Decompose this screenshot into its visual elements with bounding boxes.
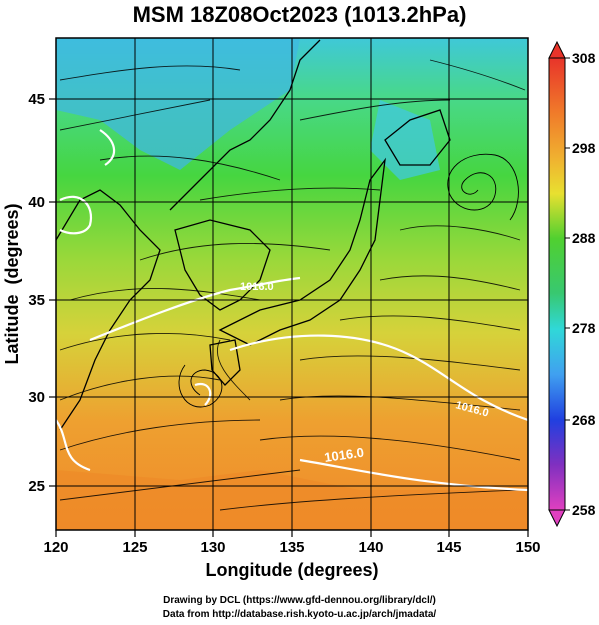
lon-tick-120: 120 <box>43 539 68 556</box>
axis-ticks <box>49 98 529 537</box>
lat-tick-30: 30 <box>28 389 45 406</box>
korea-peninsula <box>174 219 271 311</box>
lat-tick-40: 40 <box>28 194 45 211</box>
colorbar-tick-268: 268 <box>572 412 596 428</box>
lat-tick-35: 35 <box>28 292 45 309</box>
x-axis-label: Longitude (degrees) <box>205 560 378 580</box>
lat-tick-45: 45 <box>28 91 45 108</box>
lon-tick-130: 130 <box>200 539 225 556</box>
coastlines <box>56 39 451 431</box>
anticyclone-swirl <box>178 364 223 408</box>
colorbar-min-arrow <box>548 509 566 528</box>
china-coast <box>56 189 161 431</box>
korea-russia-coast <box>169 39 321 211</box>
colorbar-tick-258: 258 <box>572 502 596 518</box>
honshu <box>218 157 386 346</box>
plot-area: 1016.0 1016.0 1016.0 <box>56 38 528 530</box>
colorbar: 308 298 288 278 268 258 <box>548 40 596 528</box>
lon-tick-140: 140 <box>358 539 383 556</box>
credit-data: Data from http://database.rish.kyoto-u.a… <box>162 609 437 620</box>
colorbar-scale <box>548 57 566 511</box>
lat-tick-25: 25 <box>28 478 45 495</box>
kyushu <box>209 339 241 386</box>
colorbar-tick-298: 298 <box>572 140 596 156</box>
isobar-1016 <box>56 129 528 492</box>
y-axis-label: Latitude (degrees) <box>2 203 22 364</box>
colorbar-max-arrow <box>548 40 566 59</box>
credit-drawing: Drawing by DCL (https://www.gfd-dennou.o… <box>163 595 436 606</box>
grid-lines <box>56 38 528 530</box>
lon-tick-125: 125 <box>122 539 147 556</box>
colorbar-tick-308: 308 <box>572 50 596 66</box>
colorbar-tick-278: 278 <box>572 320 596 336</box>
map-title: MSM 18Z08Oct2023 (1013.2hPa) <box>132 2 467 27</box>
lon-tick-145: 145 <box>436 539 461 556</box>
colorbar-tick-288: 288 <box>572 230 596 246</box>
lon-tick-135: 135 <box>279 539 304 556</box>
contour-label-1: 1016.0 <box>240 281 274 293</box>
cold-region-hokkaido <box>370 100 440 180</box>
contour-label-2: 1016.0 <box>323 445 364 465</box>
lon-tick-150: 150 <box>515 539 540 556</box>
cyclone-swirl <box>447 153 519 221</box>
hokkaido <box>384 109 451 166</box>
